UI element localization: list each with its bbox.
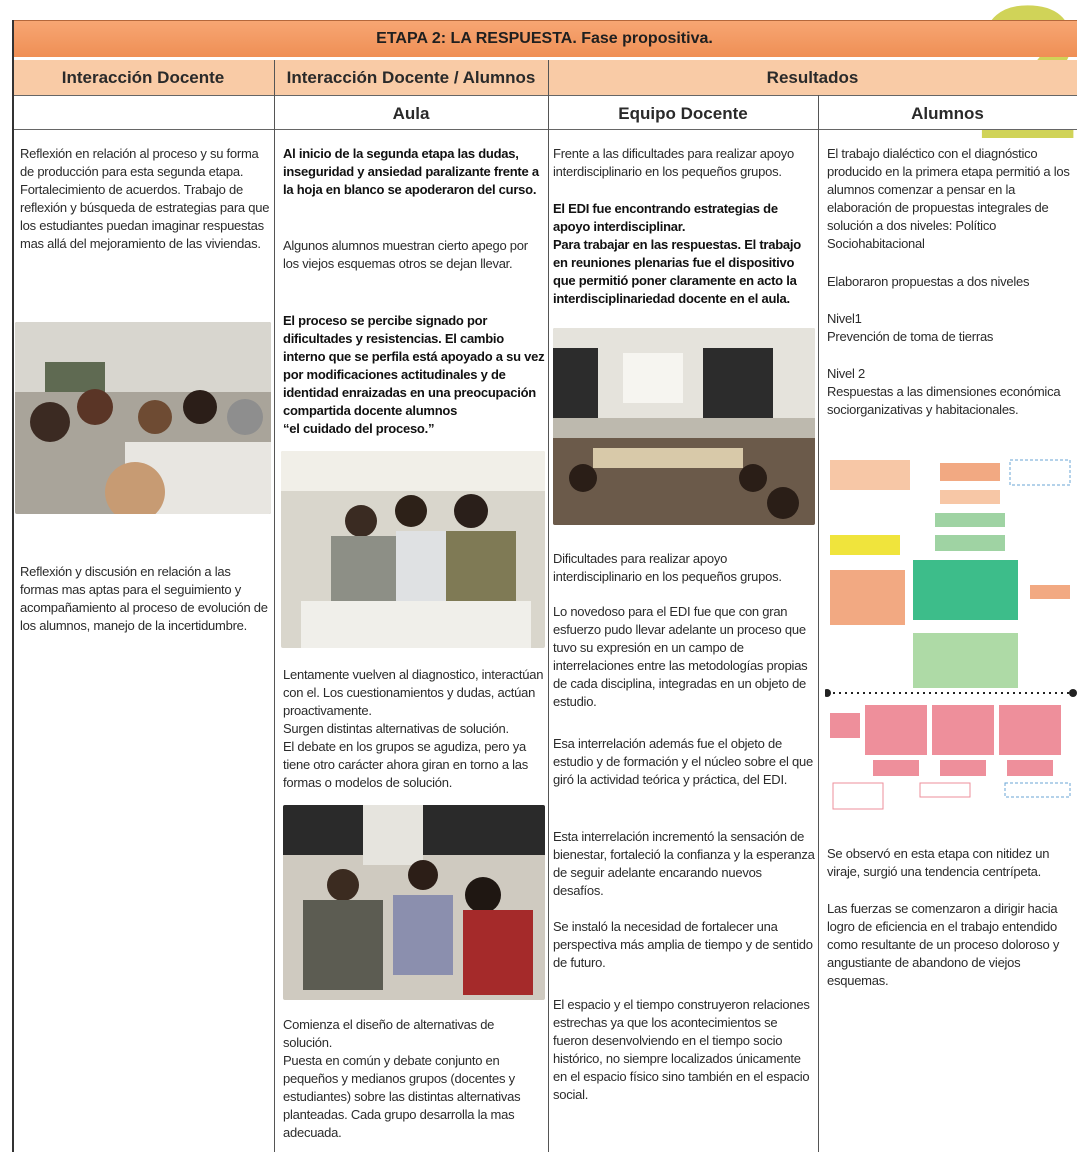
subheader: Alumnos	[911, 104, 984, 123]
paragraph: Frente a las dificultades para realizar …	[553, 146, 794, 179]
paragraph: El EDI fue encontrando estrategias de ap…	[553, 200, 815, 308]
divider	[548, 60, 549, 1152]
bold-text: Al inicio de la segunda etapa las dudas,	[283, 146, 519, 161]
subheader-row	[12, 95, 1077, 130]
header-row	[12, 60, 1077, 95]
divider	[818, 95, 819, 1152]
paragraph: El proceso se percibe signado por dificu…	[283, 312, 545, 438]
photo	[283, 805, 545, 1000]
header: Interacción Docente	[61, 68, 225, 87]
bold-text: se apoderaron del curso.	[384, 182, 537, 197]
bold-text: inseguridad y ansiedad paralizante frent…	[283, 164, 539, 197]
photo	[281, 451, 545, 648]
bold-text: “el cuidado del proceso.”	[283, 421, 435, 436]
header: Resultados	[766, 68, 859, 87]
photo	[15, 322, 271, 514]
paragraph: Se instaló la necesidad de fortalecer un…	[553, 919, 813, 970]
divider	[274, 60, 275, 1152]
diagram	[825, 459, 1077, 810]
paragraph: Nivel1 Prevención de toma de tierras	[827, 311, 994, 344]
bold-text: El EDI fue encontrando estrategias de ap…	[553, 201, 801, 288]
header: Interacción Docente / Alumnos	[286, 68, 536, 87]
border	[12, 20, 14, 1152]
paragraph: Reflexión en relación al proceso y su fo…	[20, 146, 270, 251]
paragraph: Comienza el diseño de alternativas de so…	[283, 1017, 521, 1140]
paragraph: Reflexión y discusión en relación a las …	[20, 564, 268, 633]
paragraph: Lentamente vuelven al diagnostico, inter…	[283, 667, 544, 790]
bold-text: la interdisciplinariedad	[553, 273, 797, 306]
bold-text: El proceso se percibe signado por dificu…	[283, 313, 545, 418]
paragraph: Esta interrelación incrementó la sensaci…	[553, 829, 815, 898]
subheader: Equipo Docente	[618, 104, 748, 123]
paragraph: Esa interrelación además fue el objeto d…	[553, 736, 813, 787]
bold-text: docente en el aula.	[674, 291, 790, 306]
paragraph: Al inicio de la segunda etapa las dudas,…	[283, 145, 545, 199]
paragraph: Elaboraron propuestas a dos niveles	[827, 274, 1030, 289]
paragraph: El trabajo dialéctico con el diagnóstico…	[827, 146, 1070, 251]
title: ETAPA 2: LA RESPUESTA. Fase propositiva.	[376, 30, 713, 47]
paragraph: Se observó en esta etapa con nitidez un …	[827, 846, 1050, 879]
paragraph: Dificultades para realizar apoyo interdi…	[553, 551, 782, 584]
paragraph: Lo novedoso para el EDI fue que con gran…	[553, 604, 808, 709]
paragraph: El espacio y el tiempo construyeron rela…	[553, 997, 810, 1102]
title-bar: ETAPA 2: LA RESPUESTA. Fase propositiva.	[12, 20, 1077, 57]
subheader: Aula	[392, 104, 430, 123]
paragraph: Las fuerzas se comenzaron a dirigir haci…	[827, 901, 1060, 988]
paragraph: Algunos alumnos muestran cierto apego po…	[283, 238, 528, 271]
photo	[553, 328, 815, 525]
paragraph: Nivel 2 Respuestas a las dimensiones eco…	[827, 366, 1061, 417]
